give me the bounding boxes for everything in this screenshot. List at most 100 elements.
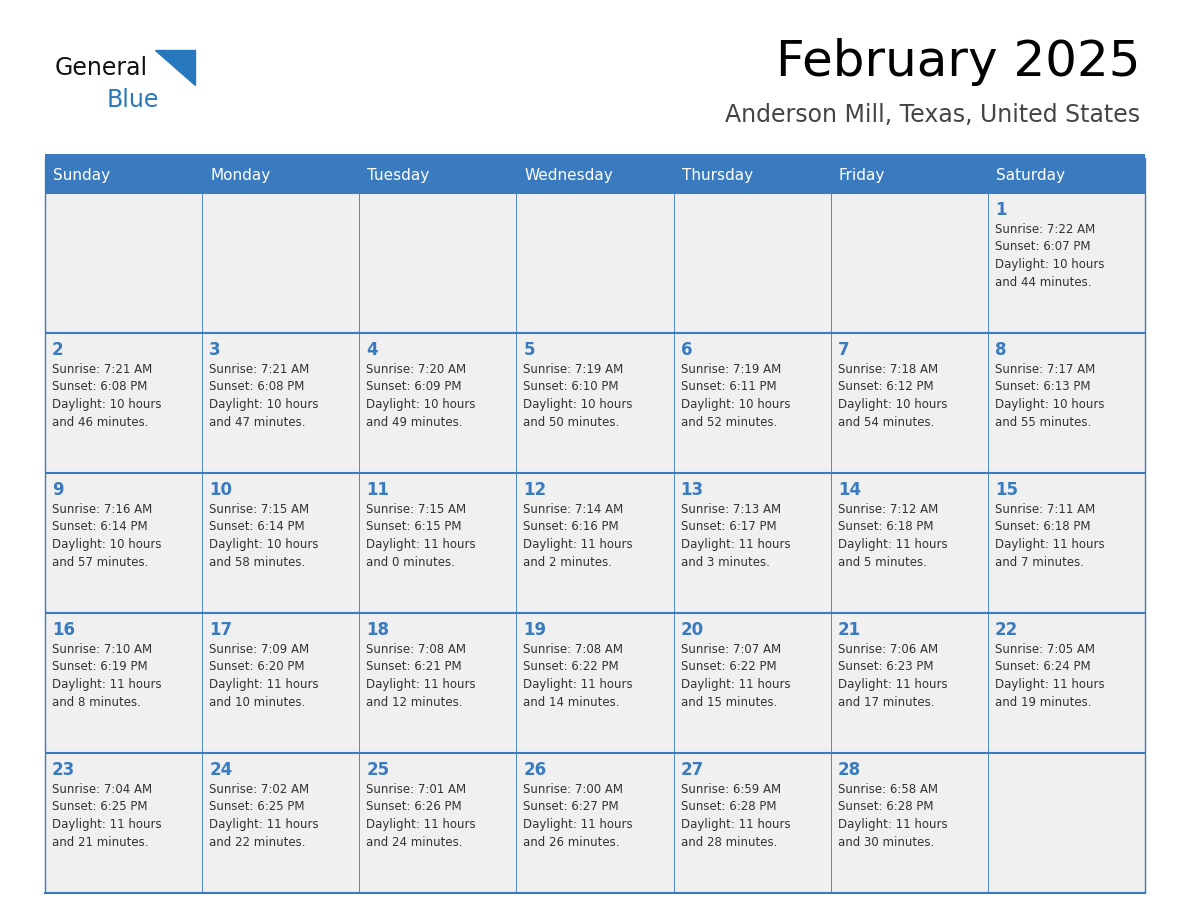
Bar xyxy=(517,193,674,333)
Text: Sunset: 6:27 PM: Sunset: 6:27 PM xyxy=(524,800,619,813)
Text: and 12 minutes.: and 12 minutes. xyxy=(366,696,463,709)
Text: Daylight: 11 hours: Daylight: 11 hours xyxy=(681,538,790,551)
Text: Sunrise: 7:08 AM: Sunrise: 7:08 AM xyxy=(366,643,466,656)
Text: 13: 13 xyxy=(681,481,703,499)
Bar xyxy=(674,613,830,753)
Text: Daylight: 11 hours: Daylight: 11 hours xyxy=(994,678,1105,691)
Text: Sunset: 6:09 PM: Sunset: 6:09 PM xyxy=(366,380,462,394)
Text: Sunrise: 7:09 AM: Sunrise: 7:09 AM xyxy=(209,643,309,656)
Bar xyxy=(988,473,1145,613)
Text: and 57 minutes.: and 57 minutes. xyxy=(52,555,148,568)
Text: Sunset: 6:18 PM: Sunset: 6:18 PM xyxy=(994,521,1091,533)
Text: Sunset: 6:25 PM: Sunset: 6:25 PM xyxy=(209,800,304,813)
Bar xyxy=(359,473,517,613)
Bar xyxy=(830,193,988,333)
Text: Sunrise: 7:17 AM: Sunrise: 7:17 AM xyxy=(994,363,1095,376)
Text: Sunrise: 7:13 AM: Sunrise: 7:13 AM xyxy=(681,503,781,516)
Text: Sunset: 6:14 PM: Sunset: 6:14 PM xyxy=(209,521,305,533)
Text: General: General xyxy=(55,56,148,80)
Text: Sunset: 6:14 PM: Sunset: 6:14 PM xyxy=(52,521,147,533)
Text: Daylight: 11 hours: Daylight: 11 hours xyxy=(524,538,633,551)
Text: and 46 minutes.: and 46 minutes. xyxy=(52,416,148,429)
Text: Sunrise: 7:12 AM: Sunrise: 7:12 AM xyxy=(838,503,939,516)
Text: 16: 16 xyxy=(52,621,75,639)
Bar xyxy=(45,333,202,473)
Text: Sunrise: 7:21 AM: Sunrise: 7:21 AM xyxy=(52,363,152,376)
Text: 20: 20 xyxy=(681,621,703,639)
Text: and 19 minutes.: and 19 minutes. xyxy=(994,696,1092,709)
Text: Sunrise: 7:18 AM: Sunrise: 7:18 AM xyxy=(838,363,937,376)
Text: Sunrise: 7:04 AM: Sunrise: 7:04 AM xyxy=(52,783,152,796)
Bar xyxy=(202,333,359,473)
Text: 11: 11 xyxy=(366,481,390,499)
Text: Daylight: 11 hours: Daylight: 11 hours xyxy=(52,818,162,831)
Text: Sunset: 6:22 PM: Sunset: 6:22 PM xyxy=(681,660,776,674)
Bar xyxy=(830,158,988,193)
Text: Daylight: 10 hours: Daylight: 10 hours xyxy=(994,398,1105,411)
Text: Sunset: 6:17 PM: Sunset: 6:17 PM xyxy=(681,521,776,533)
Text: Daylight: 10 hours: Daylight: 10 hours xyxy=(209,398,318,411)
Text: Sunset: 6:13 PM: Sunset: 6:13 PM xyxy=(994,380,1091,394)
Text: Sunrise: 7:10 AM: Sunrise: 7:10 AM xyxy=(52,643,152,656)
Bar xyxy=(517,333,674,473)
Text: 4: 4 xyxy=(366,341,378,359)
Text: 6: 6 xyxy=(681,341,693,359)
Text: Daylight: 11 hours: Daylight: 11 hours xyxy=(524,818,633,831)
Text: Daylight: 11 hours: Daylight: 11 hours xyxy=(994,538,1105,551)
Bar xyxy=(988,333,1145,473)
Text: Sunset: 6:18 PM: Sunset: 6:18 PM xyxy=(838,521,934,533)
Text: Daylight: 11 hours: Daylight: 11 hours xyxy=(52,678,162,691)
Text: 9: 9 xyxy=(52,481,64,499)
Bar xyxy=(517,613,674,753)
Text: Daylight: 11 hours: Daylight: 11 hours xyxy=(838,678,947,691)
Text: Sunrise: 7:02 AM: Sunrise: 7:02 AM xyxy=(209,783,309,796)
Text: 28: 28 xyxy=(838,761,861,779)
Text: Daylight: 11 hours: Daylight: 11 hours xyxy=(209,678,318,691)
Bar xyxy=(830,613,988,753)
Text: 2: 2 xyxy=(52,341,64,359)
Bar xyxy=(988,193,1145,333)
Text: Sunset: 6:21 PM: Sunset: 6:21 PM xyxy=(366,660,462,674)
Text: 3: 3 xyxy=(209,341,221,359)
Text: Sunset: 6:20 PM: Sunset: 6:20 PM xyxy=(209,660,304,674)
Bar xyxy=(674,158,830,193)
Text: Sunset: 6:23 PM: Sunset: 6:23 PM xyxy=(838,660,934,674)
Bar xyxy=(202,473,359,613)
Bar xyxy=(202,753,359,893)
Text: Sunset: 6:15 PM: Sunset: 6:15 PM xyxy=(366,521,462,533)
Text: and 28 minutes.: and 28 minutes. xyxy=(681,835,777,848)
Text: Saturday: Saturday xyxy=(996,168,1064,183)
Text: Sunrise: 7:19 AM: Sunrise: 7:19 AM xyxy=(681,363,781,376)
Bar xyxy=(45,154,1145,158)
Text: and 49 minutes.: and 49 minutes. xyxy=(366,416,463,429)
Text: Sunrise: 7:22 AM: Sunrise: 7:22 AM xyxy=(994,223,1095,236)
Text: 15: 15 xyxy=(994,481,1018,499)
Text: Sunrise: 6:59 AM: Sunrise: 6:59 AM xyxy=(681,783,781,796)
Text: Sunday: Sunday xyxy=(53,168,110,183)
Text: Sunrise: 7:15 AM: Sunrise: 7:15 AM xyxy=(366,503,467,516)
Text: Sunrise: 7:15 AM: Sunrise: 7:15 AM xyxy=(209,503,309,516)
Text: Sunrise: 7:14 AM: Sunrise: 7:14 AM xyxy=(524,503,624,516)
Text: Daylight: 10 hours: Daylight: 10 hours xyxy=(366,398,475,411)
Text: and 30 minutes.: and 30 minutes. xyxy=(838,835,934,848)
Text: Sunset: 6:10 PM: Sunset: 6:10 PM xyxy=(524,380,619,394)
Bar xyxy=(45,613,202,753)
Text: 18: 18 xyxy=(366,621,390,639)
Text: Sunrise: 7:01 AM: Sunrise: 7:01 AM xyxy=(366,783,467,796)
Text: Sunset: 6:19 PM: Sunset: 6:19 PM xyxy=(52,660,147,674)
Bar xyxy=(359,193,517,333)
Text: and 47 minutes.: and 47 minutes. xyxy=(209,416,305,429)
Text: Sunset: 6:28 PM: Sunset: 6:28 PM xyxy=(681,800,776,813)
Text: 19: 19 xyxy=(524,621,546,639)
Text: Tuesday: Tuesday xyxy=(367,168,430,183)
Text: Sunset: 6:26 PM: Sunset: 6:26 PM xyxy=(366,800,462,813)
Text: 10: 10 xyxy=(209,481,232,499)
Text: Daylight: 10 hours: Daylight: 10 hours xyxy=(524,398,633,411)
Bar xyxy=(674,753,830,893)
Bar xyxy=(830,473,988,613)
Text: Sunset: 6:07 PM: Sunset: 6:07 PM xyxy=(994,241,1091,253)
Bar xyxy=(517,473,674,613)
Text: 7: 7 xyxy=(838,341,849,359)
Text: and 0 minutes.: and 0 minutes. xyxy=(366,555,455,568)
Text: and 58 minutes.: and 58 minutes. xyxy=(209,555,305,568)
